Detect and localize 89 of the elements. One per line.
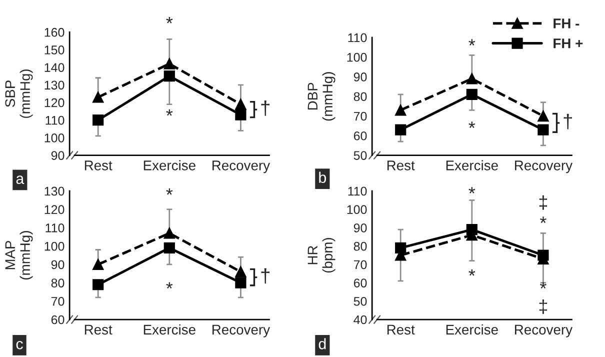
point <box>92 279 104 290</box>
annotation: * <box>166 109 173 116</box>
x-tick-label: Rest <box>84 324 112 335</box>
annotation: * <box>468 187 476 194</box>
annotation: * <box>540 216 546 223</box>
text: b <box>319 172 326 183</box>
legend-label: FH - <box>554 18 580 28</box>
x-tick-label: Recovery <box>515 324 573 338</box>
annotation: † <box>261 268 270 284</box>
y-tick-label: 90 <box>354 224 367 232</box>
text: c <box>16 340 23 350</box>
point <box>466 88 478 100</box>
y-tick-label: 70 <box>354 112 367 121</box>
point <box>466 73 478 84</box>
annotation: * <box>540 282 546 289</box>
y-tick-label: 70 <box>354 260 367 270</box>
point <box>164 70 175 82</box>
y-tick-label: 110 <box>348 33 367 42</box>
y-tick-label: 90 <box>51 151 64 160</box>
y-tick-label: 110 <box>348 186 367 196</box>
annotation: * <box>468 122 476 128</box>
y-tick-label: 50 <box>354 296 367 306</box>
point <box>164 58 175 70</box>
point <box>538 110 549 122</box>
y-axis-title: SBP (mmHg) <box>5 70 33 118</box>
point <box>466 224 478 236</box>
point <box>164 228 175 239</box>
y-tick-label: 110 <box>46 224 64 232</box>
y-tick-label: 60 <box>51 315 64 324</box>
point <box>92 258 104 270</box>
annotation: † <box>261 100 270 116</box>
point <box>395 242 406 254</box>
y-tick-label: 110 <box>46 116 64 125</box>
annotation: ‡ <box>539 195 548 210</box>
point <box>538 250 549 261</box>
y-tick-label: 40 <box>354 315 367 324</box>
y-tick-label: 90 <box>354 72 367 82</box>
y-tick-label: 150 <box>44 46 64 54</box>
y-tick-label: 100 <box>44 242 64 251</box>
y-tick-label: 120 <box>44 98 64 108</box>
point <box>235 109 246 120</box>
x-tick-label: Exercise <box>446 324 498 335</box>
y-tick-label: 130 <box>44 80 64 90</box>
x-tick-label: Recovery <box>212 324 270 338</box>
point <box>92 92 104 103</box>
point <box>92 114 104 126</box>
text: a <box>16 176 24 184</box>
y-tick-label: 80 <box>354 92 367 102</box>
text: d <box>318 338 326 350</box>
y-tick-label: 100 <box>44 134 64 142</box>
y-tick-label: 140 <box>44 63 64 72</box>
y-tick-label: 80 <box>51 278 64 288</box>
text: * <box>166 16 173 24</box>
y-tick-label: 120 <box>44 205 64 214</box>
x-tick-label: Rest <box>387 324 415 335</box>
annotation: † <box>564 114 572 130</box>
x-tick-label: Exercise <box>144 160 196 170</box>
point <box>538 124 549 136</box>
y-tick-label: 100 <box>347 52 367 62</box>
point <box>395 124 406 136</box>
y-axis-title: DBP (mmHg) <box>308 72 336 121</box>
annotation: ‡ <box>539 300 548 314</box>
x-tick-label: Exercise <box>446 160 498 170</box>
y-tick-label: 50 <box>354 151 367 160</box>
point <box>164 242 175 254</box>
point <box>235 266 246 278</box>
y-tick-label: 60 <box>354 131 367 140</box>
point <box>235 98 246 110</box>
annotation: * <box>166 188 173 195</box>
point <box>395 104 406 116</box>
y-tick-label: 160 <box>44 28 64 37</box>
y-axis-title: HR (bpm) <box>308 238 336 273</box>
annotation: * <box>166 282 173 289</box>
x-tick-label: Recovery <box>212 160 270 174</box>
y-axis-title: MAP (mmHg) <box>5 231 33 280</box>
point <box>235 277 246 288</box>
annotation: * <box>468 269 476 276</box>
y-tick-label: 130 <box>44 186 64 196</box>
x-tick-label: Exercise <box>144 324 196 335</box>
y-tick-label: 100 <box>347 205 367 214</box>
y-tick-label: 80 <box>354 242 367 251</box>
y-tick-label: 70 <box>51 296 64 306</box>
x-tick-label: Recovery <box>515 160 573 174</box>
legend-label: FH + <box>554 38 583 48</box>
x-tick-label: Rest <box>84 160 112 170</box>
y-tick-label: 90 <box>51 260 64 270</box>
x-tick-label: Rest <box>387 160 415 170</box>
y-tick-label: 60 <box>354 278 367 288</box>
annotation: * <box>468 39 476 46</box>
